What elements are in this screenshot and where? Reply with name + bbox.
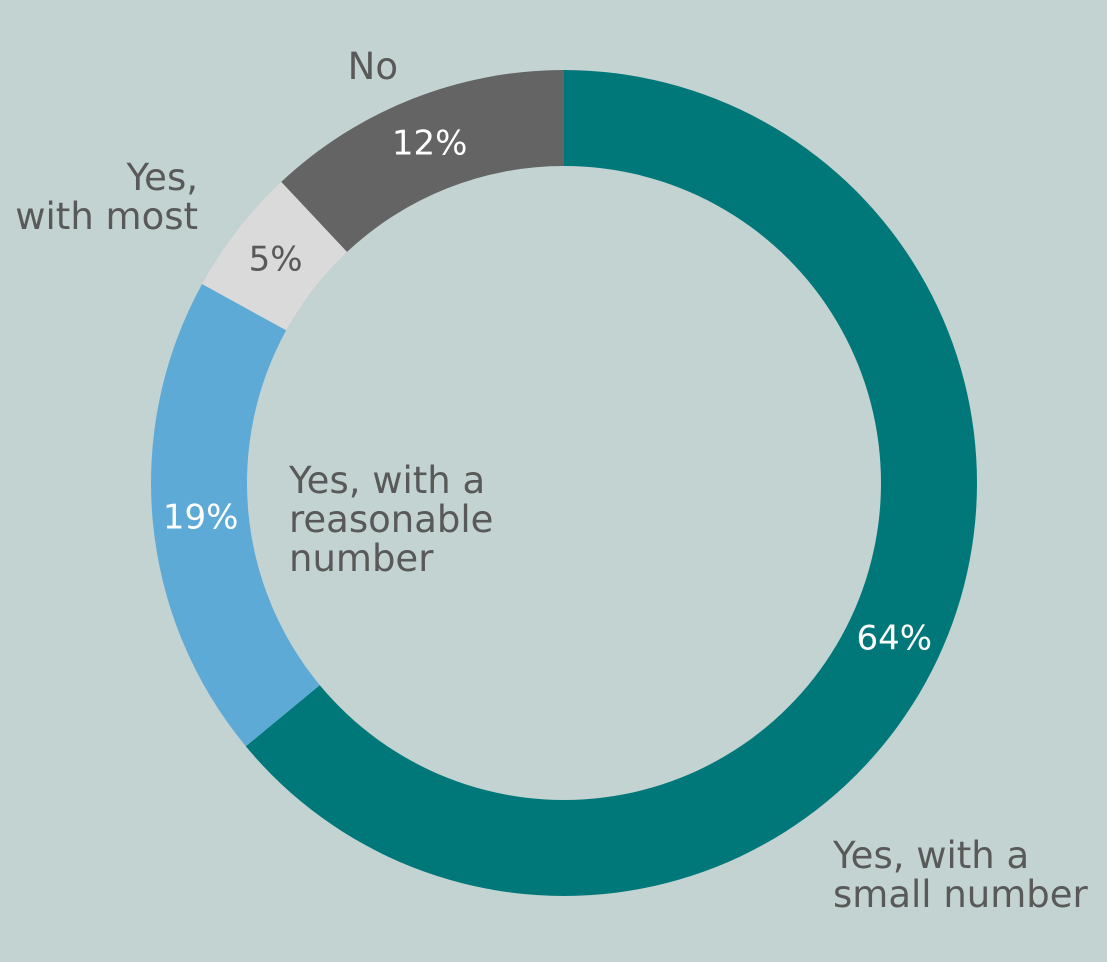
slice-value-labels: 64% 19% 5% 12%	[163, 124, 932, 659]
slice-yes-with-a-small-number	[245, 70, 977, 896]
category-label-line: Yes, with a	[288, 459, 485, 502]
category-label-line: number	[289, 537, 434, 580]
slice-yes-with-most	[202, 181, 347, 331]
value-label-yes-with-most: 5%	[249, 239, 303, 279]
value-label-yes-with-a-reasonable-number: 19%	[163, 497, 239, 537]
category-label-no: No	[348, 45, 398, 88]
category-label-line: Yes,	[126, 156, 199, 199]
category-label-line: with most	[15, 195, 198, 238]
donut-slices	[151, 70, 977, 896]
category-label-yes-with-a-reasonable-number: Yes, with a reasonable number	[288, 459, 493, 580]
category-label-yes-with-most: Yes, with most	[15, 156, 198, 238]
category-label-yes-with-a-small-number: Yes, with a small number	[832, 834, 1089, 916]
category-label-line: reasonable	[289, 498, 493, 541]
slice-no	[281, 70, 564, 252]
value-label-no: 12%	[392, 124, 468, 164]
category-label-line: small number	[833, 873, 1089, 916]
value-label-yes-with-a-small-number: 64%	[856, 618, 932, 658]
category-label-line: No	[348, 45, 398, 88]
category-label-line: Yes, with a	[832, 834, 1029, 877]
slice-yes-with-a-reasonable-number	[151, 284, 320, 747]
